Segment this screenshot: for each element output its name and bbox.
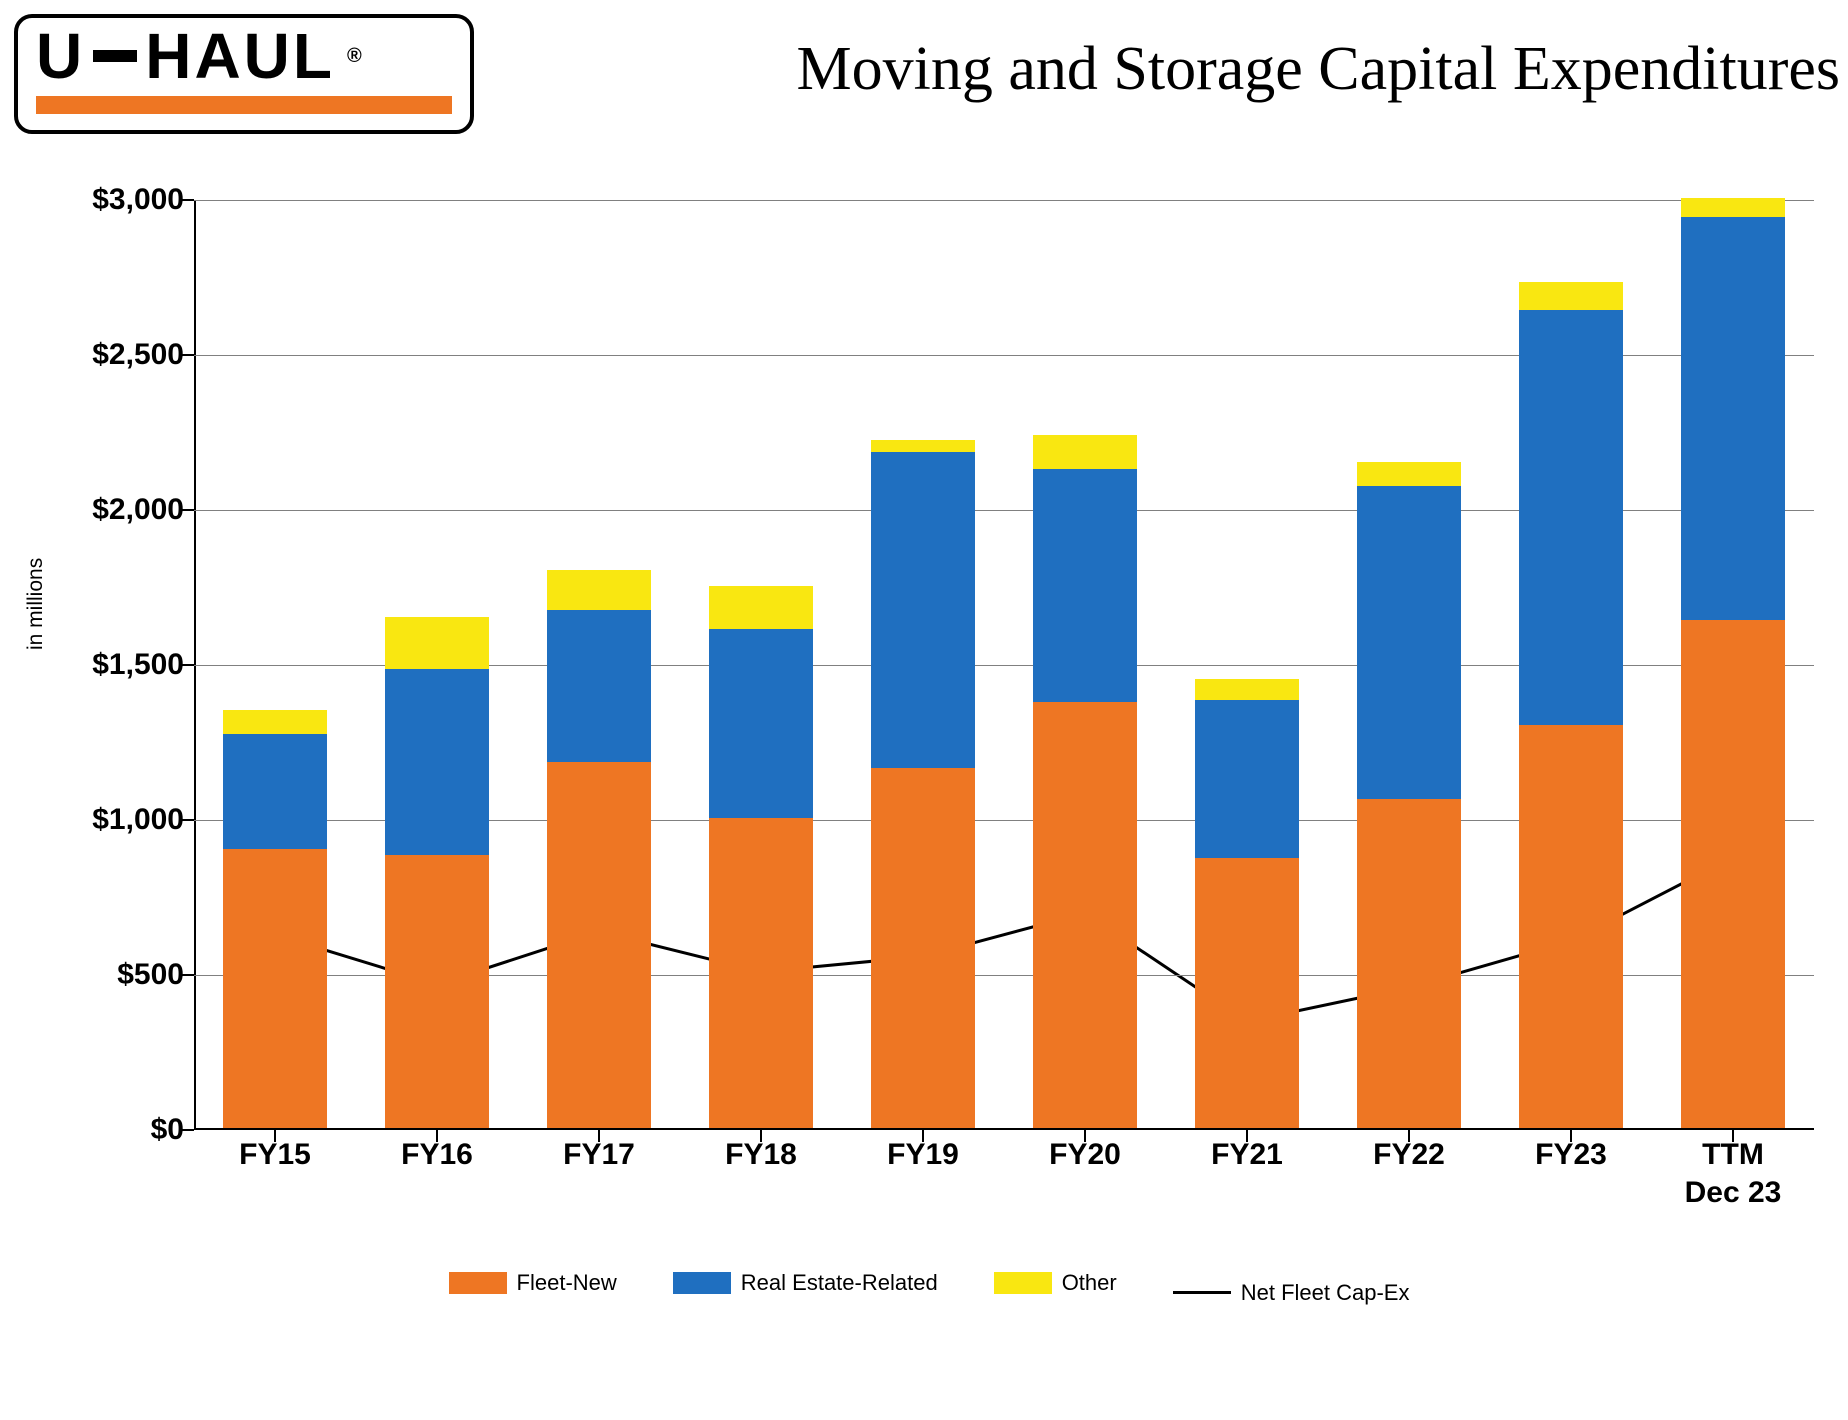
legend-label: Fleet-New: [517, 1270, 617, 1296]
bar-segment: [1195, 679, 1299, 701]
uhaul-logo: U HAUL ®: [14, 14, 474, 134]
legend-label: Other: [1062, 1270, 1117, 1296]
bar-segment: [871, 452, 975, 768]
bar-segment: [709, 629, 813, 818]
y-tick-label: $0: [44, 1113, 184, 1147]
bar-segment: [871, 440, 975, 452]
chart-plot-area: [194, 200, 1814, 1130]
legend-item: Net Fleet Cap-Ex: [1173, 1280, 1410, 1306]
legend-item: Fleet-New: [449, 1270, 617, 1296]
bar-group: [385, 617, 489, 1128]
bar-segment: [1357, 486, 1461, 799]
x-tick-label: FY21: [1167, 1136, 1327, 1174]
bar-segment: [223, 734, 327, 849]
bar-group: [709, 586, 813, 1128]
bar-segment: [1357, 799, 1461, 1128]
bar-segment: [1519, 310, 1623, 725]
bar-segment: [385, 669, 489, 855]
logo-wordmark: U HAUL ®: [36, 24, 452, 88]
y-tick-label: $3,000: [44, 183, 184, 217]
bar-segment: [1357, 462, 1461, 487]
legend-label: Net Fleet Cap-Ex: [1241, 1280, 1410, 1306]
net-fleet-capex-line: [275, 857, 1733, 1021]
page-title: Moving and Storage Capital Expenditures: [660, 34, 1848, 105]
bar-segment: [385, 855, 489, 1128]
y-tick-label: $2,000: [44, 493, 184, 527]
x-tick-label: FY17: [519, 1136, 679, 1174]
logo-separator-bar: [93, 50, 137, 62]
page-root: U HAUL ® Moving and Storage Capital Expe…: [0, 0, 1848, 1420]
bar-group: [223, 710, 327, 1128]
y-tick-label: $500: [44, 958, 184, 992]
bar-group: [1357, 462, 1461, 1128]
bar-segment: [385, 617, 489, 670]
legend-item: Real Estate-Related: [673, 1270, 938, 1296]
x-tick-label: FY16: [357, 1136, 517, 1174]
legend-swatch: [449, 1272, 507, 1294]
x-tick-label: FY23: [1491, 1136, 1651, 1174]
y-tick-label: $1,000: [44, 803, 184, 837]
bar-segment: [1681, 217, 1785, 620]
bar-segment: [1681, 620, 1785, 1128]
bar-segment: [223, 849, 327, 1128]
x-tick-label: TTMDec 23: [1653, 1136, 1813, 1211]
legend-item: Other: [994, 1270, 1117, 1296]
bar-group: [1033, 435, 1137, 1128]
bar-segment: [1519, 282, 1623, 310]
x-tick-label: FY19: [843, 1136, 1003, 1174]
bar-segment: [1519, 725, 1623, 1128]
logo-registered-mark: ®: [347, 46, 365, 66]
bar-segment: [1681, 198, 1785, 217]
bar-group: [1681, 198, 1785, 1128]
y-axis-label: in millions: [24, 558, 48, 650]
bar-group: [1519, 282, 1623, 1128]
bar-segment: [1195, 700, 1299, 858]
bar-segment: [223, 710, 327, 735]
legend-label: Real Estate-Related: [741, 1270, 938, 1296]
x-tick-label: FY15: [195, 1136, 355, 1174]
logo-text-right: HAUL: [145, 24, 335, 88]
x-tick-label: FY18: [681, 1136, 841, 1174]
logo-text-left: U: [36, 24, 85, 88]
bar-segment: [871, 768, 975, 1128]
bar-segment: [547, 762, 651, 1128]
chart-container: in millions FY15FY16FY17FY18FY19FY20FY21…: [24, 180, 1834, 1380]
y-tick-label: $1,500: [44, 648, 184, 682]
bar-group: [547, 570, 651, 1128]
bar-group: [871, 440, 975, 1128]
logo-orange-bar: [36, 96, 452, 114]
y-tick-label: $2,500: [44, 338, 184, 372]
bar-segment: [1033, 435, 1137, 469]
legend-line-swatch: [1173, 1291, 1231, 1294]
bar-segment: [547, 610, 651, 762]
legend-swatch: [673, 1272, 731, 1294]
bar-segment: [1195, 858, 1299, 1128]
bar-segment: [1033, 702, 1137, 1128]
gridline: [194, 200, 1814, 201]
bar-group: [1195, 679, 1299, 1128]
x-axis-labels-row: FY15FY16FY17FY18FY19FY20FY21FY22FY23TTMD…: [194, 1132, 1814, 1222]
x-tick-label: FY22: [1329, 1136, 1489, 1174]
chart-legend: Fleet-New Real Estate-Related Other Net Fle…: [24, 1270, 1834, 1306]
x-tick-label: FY20: [1005, 1136, 1165, 1174]
legend-swatch: [994, 1272, 1052, 1294]
bar-segment: [709, 818, 813, 1128]
bar-segment: [1033, 469, 1137, 702]
bar-segment: [547, 570, 651, 610]
bar-segment: [709, 586, 813, 629]
